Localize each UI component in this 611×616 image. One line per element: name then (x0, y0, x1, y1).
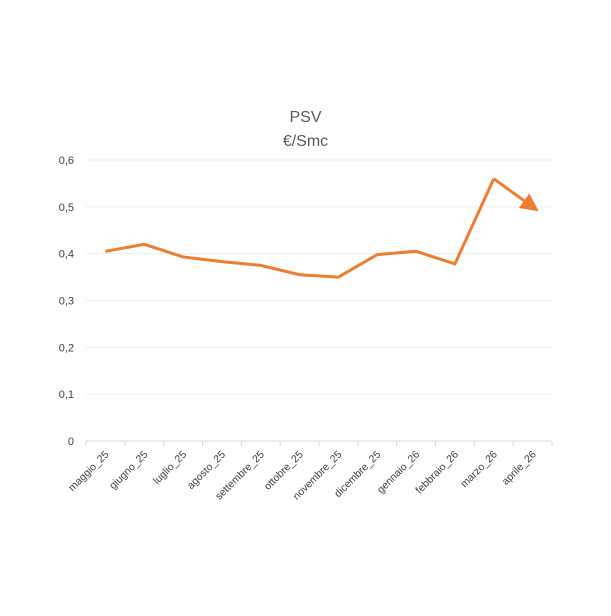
x-tick-label: maggio_25 (66, 449, 111, 494)
chart-subtitle: €/Smc (283, 133, 328, 150)
chart-title: PSV (289, 109, 321, 126)
x-tick-label: luglio_25 (151, 449, 189, 487)
x-tick-label: aprile_26 (500, 449, 539, 488)
y-tick-label: 0,6 (59, 155, 74, 167)
series-line (105, 179, 493, 277)
y-tick-label: 0,1 (59, 389, 74, 401)
series-arrow-segment (494, 179, 533, 207)
y-tick-label: 0 (68, 436, 74, 448)
y-tick-label: 0,2 (59, 342, 74, 354)
y-tick-label: 0,3 (59, 296, 74, 308)
series-layer (105, 179, 532, 278)
y-axis-tick-labels: 0 0,1 0,2 0,3 0,4 0,5 0,6 (59, 155, 74, 448)
x-tick-label: giugno_25 (107, 449, 150, 492)
x-tick-label: marzo_26 (458, 449, 500, 491)
x-axis (86, 441, 552, 446)
y-tick-label: 0,5 (59, 202, 74, 214)
y-tick-label: 0,4 (59, 249, 74, 261)
